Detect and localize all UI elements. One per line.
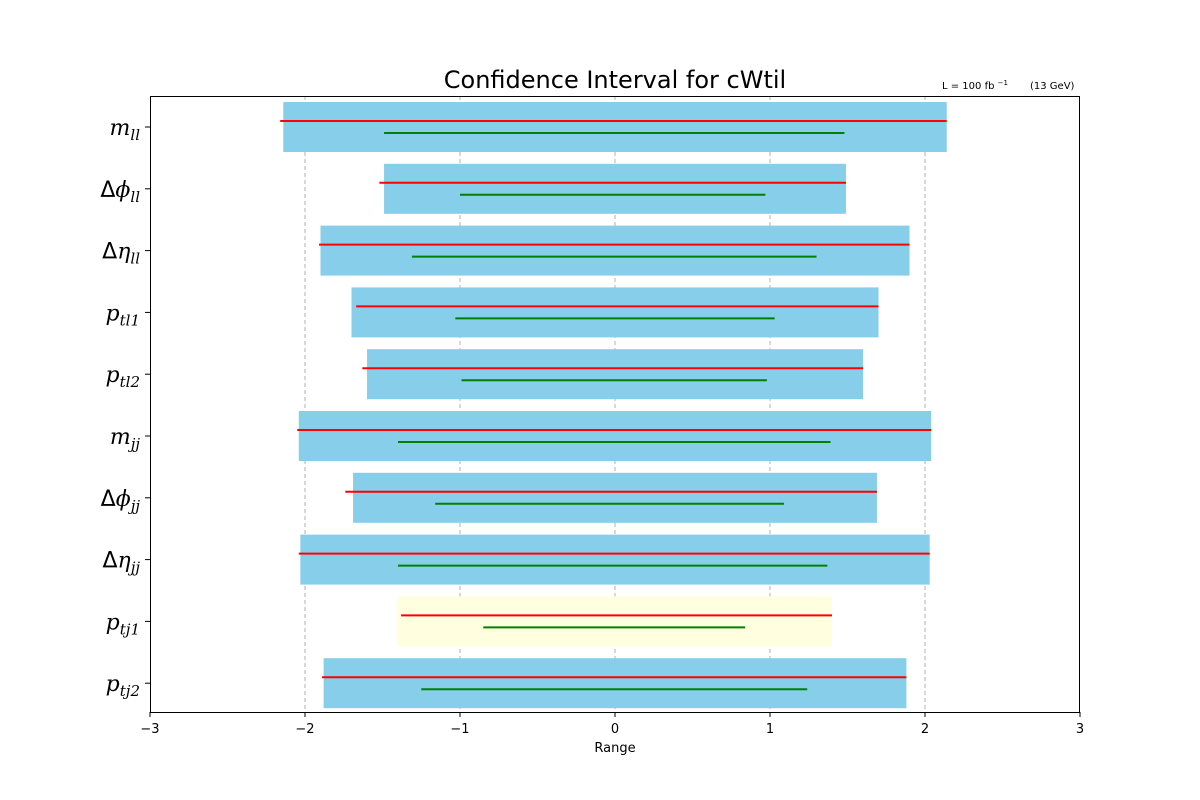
category-subscript: tl2: [120, 373, 140, 391]
category-subscript: ll: [130, 188, 140, 206]
category-symbol: η: [117, 240, 130, 265]
energy-annotation: (13 GeV): [1030, 81, 1075, 92]
interval-bars: [283, 102, 947, 709]
interval-bar: [384, 163, 846, 214]
y-category-label: ptj1: [106, 610, 140, 638]
x-tick-label: −3: [140, 722, 159, 737]
lumi-exponent: −1: [998, 79, 1008, 87]
lumi-label: L = 100 fb: [942, 81, 994, 92]
x-axis-ticks: −3 −2 −1 0 1 2 3: [140, 712, 1084, 737]
interval-bar: [283, 102, 947, 152]
x-tick-label: 2: [921, 722, 929, 737]
category-symbol: p: [106, 672, 120, 697]
y-category-label: mll: [110, 116, 141, 144]
category-subscript: ll: [130, 250, 140, 268]
interval-bar: [367, 349, 863, 400]
category-subscript: tl1: [120, 311, 140, 329]
category-symbol: ϕ: [116, 487, 131, 512]
interval-bar: [353, 472, 877, 523]
y-category-label: mjj: [110, 425, 141, 453]
x-axis-label: Range: [594, 741, 635, 756]
x-tick-label: 0: [611, 722, 619, 737]
y-category-label: ptl2: [106, 363, 140, 391]
y-category-label: Δϕjj: [101, 487, 141, 515]
interval-bar: [398, 596, 832, 647]
y-category-label: Δηll: [102, 240, 140, 268]
interval-bar: [351, 287, 879, 338]
x-tick-label: −2: [295, 722, 314, 737]
x-tick-label: 1: [766, 722, 774, 737]
green-interval-lines: [384, 132, 845, 691]
chart-title: Confidence Interval for cWtil: [444, 66, 786, 94]
category-delta: Δ: [102, 240, 117, 265]
category-symbol: p: [106, 363, 120, 388]
interval-bar: [323, 658, 907, 709]
y-category-label: ptl1: [106, 301, 140, 329]
category-subscript: jj: [128, 559, 141, 577]
interval-bar: [300, 534, 930, 585]
y-category-label: Δηjj: [102, 549, 140, 577]
category-subscript: tj1: [120, 620, 140, 638]
category-delta: Δ: [101, 487, 116, 512]
category-subscript: tj2: [120, 682, 140, 700]
y-category-label: ptj2: [106, 672, 140, 700]
interval-bar: [320, 225, 910, 276]
category-symbol: p: [106, 301, 120, 326]
category-subscript: jj: [128, 497, 141, 515]
category-delta: Δ: [102, 549, 117, 574]
category-symbol: p: [106, 610, 120, 635]
x-tick-label: 3: [1076, 722, 1084, 737]
category-symbol: η: [118, 549, 131, 574]
lumi-annotation: L = 100 fb −1: [942, 79, 1008, 92]
y-category-label: Δϕll: [100, 178, 140, 206]
category-symbol: m: [110, 116, 131, 141]
red-interval-lines: [280, 120, 947, 679]
category-delta: Δ: [100, 178, 115, 203]
category-symbol: ϕ: [115, 178, 130, 203]
interval-bar: [298, 411, 932, 461]
category-symbol: m: [110, 425, 131, 450]
category-subscript: jj: [128, 435, 141, 453]
category-subscript: ll: [130, 126, 140, 144]
x-tick-label: −1: [450, 722, 469, 737]
